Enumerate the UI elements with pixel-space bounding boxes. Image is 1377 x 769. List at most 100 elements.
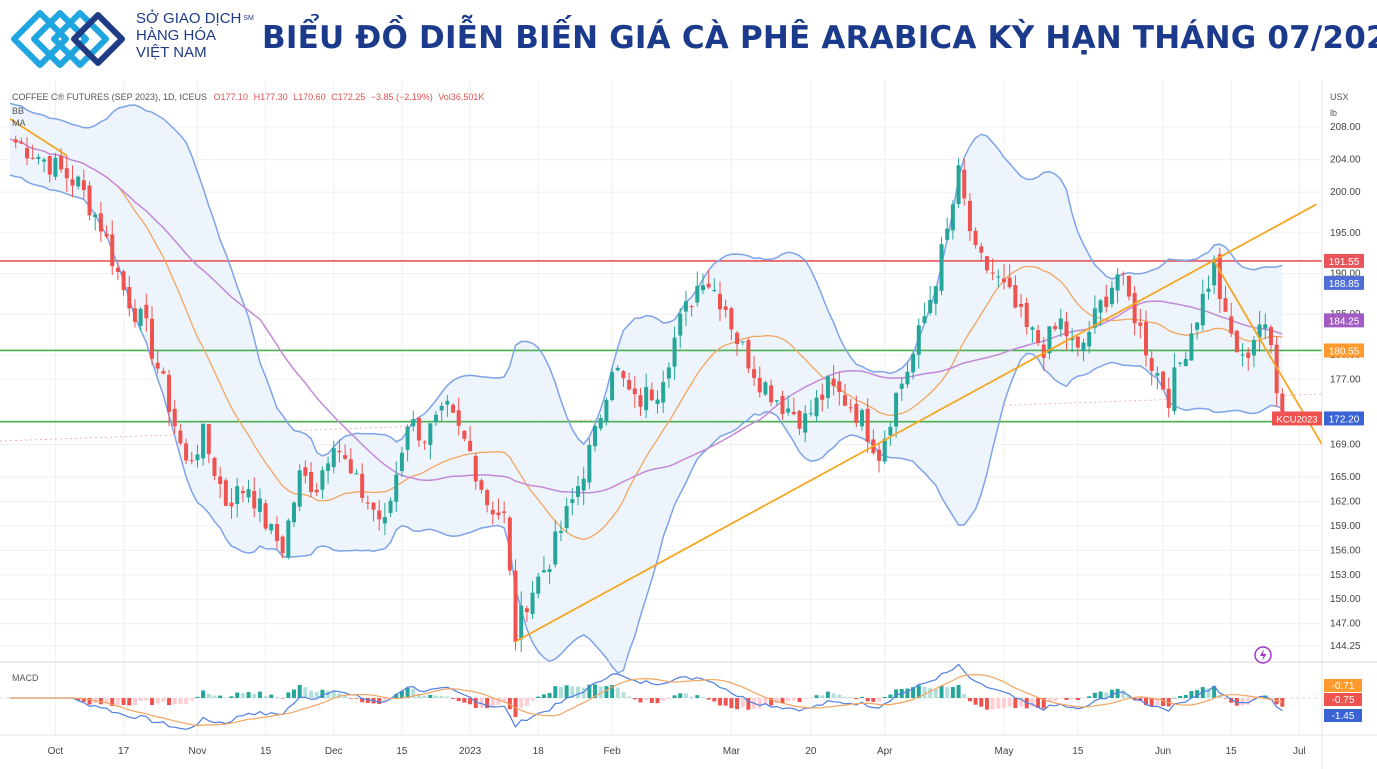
macd-histogram-bar [956,684,961,698]
candle-body [47,155,52,175]
candle-body [661,382,666,403]
macd-histogram-bar [984,698,989,710]
candle-body [984,256,989,271]
candle-body [666,367,671,379]
candle-body [791,411,796,415]
candle-body [1200,293,1205,326]
macd-histogram-bar [797,698,802,703]
candle-body [962,169,967,199]
macd-histogram-bar [218,695,223,698]
price-axis: 208.00204.00200.00195.00190.00185.00180.… [1272,80,1364,769]
candle-body [292,502,296,523]
macd-histogram-bar [928,687,933,698]
macd-histogram-bar [746,698,751,710]
candle-body [1257,324,1262,338]
candle-body [564,506,569,529]
candle-body [115,267,120,272]
org-line2: HÀNG HÓA [136,27,217,44]
macd-histogram-bar [240,693,245,698]
macd-histogram-bar [411,688,416,698]
candle-body [155,362,160,369]
ohlc-high: H177.30 [254,92,288,102]
macd-histogram-bar [206,693,211,698]
candle-body [354,473,359,475]
macd-histogram-bar [854,698,859,700]
price-tag: 188.85 [1324,275,1364,290]
macd-histogram-bar [252,693,257,698]
candle-body [104,233,109,237]
candle-body [814,397,819,417]
candle-body [212,457,217,476]
macd-histogram-bar [763,698,768,705]
macd-histogram-bar [1053,698,1058,701]
candle-body [320,470,325,490]
candle-body [1109,287,1114,305]
macd-histogram-bar [223,697,228,699]
candle-body [167,375,172,412]
candle-body [331,448,336,468]
candle-body [257,498,262,512]
macd-histogram-bar [257,691,262,698]
macd-histogram-bar [729,698,734,709]
macd-histogram-bar [110,698,115,707]
macd-histogram-bar [1183,694,1188,698]
y-tick-label: 165.00 [1330,472,1361,483]
x-tick-label: 18 [533,746,545,757]
macd-histogram-bar [212,695,217,698]
price-tag: 180.55 [1324,343,1364,358]
macd-histogram-bar [718,698,722,706]
macd-histogram-bar [320,689,325,698]
candle-body [1161,371,1166,390]
candle-body [399,452,404,471]
candle-body [1229,316,1234,334]
macd-histogram-bar [473,698,478,709]
candle-body [797,410,802,429]
candle-body [649,389,654,401]
macd-histogram-bar [1206,688,1211,698]
macd-histogram-bar [888,694,893,698]
candle-body [678,313,683,336]
candle-body [718,293,722,310]
macd-histogram-bar [649,698,654,703]
candle-body [1166,388,1171,409]
macd-histogram-bar [570,686,575,698]
macd-histogram-bar [848,697,853,698]
candle-body [610,372,615,401]
candle-body [121,271,126,291]
macd-histogram-bar [1280,698,1285,707]
x-tick-label: May [995,746,1014,757]
macd-histogram-bar [1087,696,1092,698]
macd-histogram-bar [996,698,1001,709]
candle-body [195,454,200,461]
candle-body [132,308,137,322]
candle-body [842,395,847,406]
ma-slow-line [9,138,1283,494]
bollinger-band-lines [9,102,1283,674]
y-tick-label: 162.00 [1330,496,1361,507]
macd-histogram-bar [655,698,660,704]
sgd-logo [11,10,125,68]
macd-histogram-bar [1240,698,1245,706]
macd-histogram-bar [201,690,206,698]
candle-body [223,480,228,506]
alert-icon[interactable] [1254,646,1272,664]
macd-line [10,663,1283,730]
candle-body [593,426,598,447]
macd-histogram-bar [81,698,86,702]
macd-histogram-bar [672,695,677,698]
macd-value-tag: -1.45 [1324,709,1362,722]
macd-histogram-bar [87,698,92,705]
macd-histogram-bar [382,698,387,703]
candle-body [64,168,69,179]
macd-histogram-bar [263,695,268,698]
macd-histogram-bar [706,698,711,700]
candle-body [229,502,234,507]
candle-body [757,377,762,393]
candle-body [451,404,456,413]
symbol-tag-bg [1272,411,1322,426]
macd-histogram-bar [774,698,779,704]
price-tag-label: 191.55 [1329,257,1360,268]
y-tick-label: 153.00 [1330,570,1361,581]
candle-body [25,148,30,159]
y-tick-label: 200.00 [1330,187,1361,198]
